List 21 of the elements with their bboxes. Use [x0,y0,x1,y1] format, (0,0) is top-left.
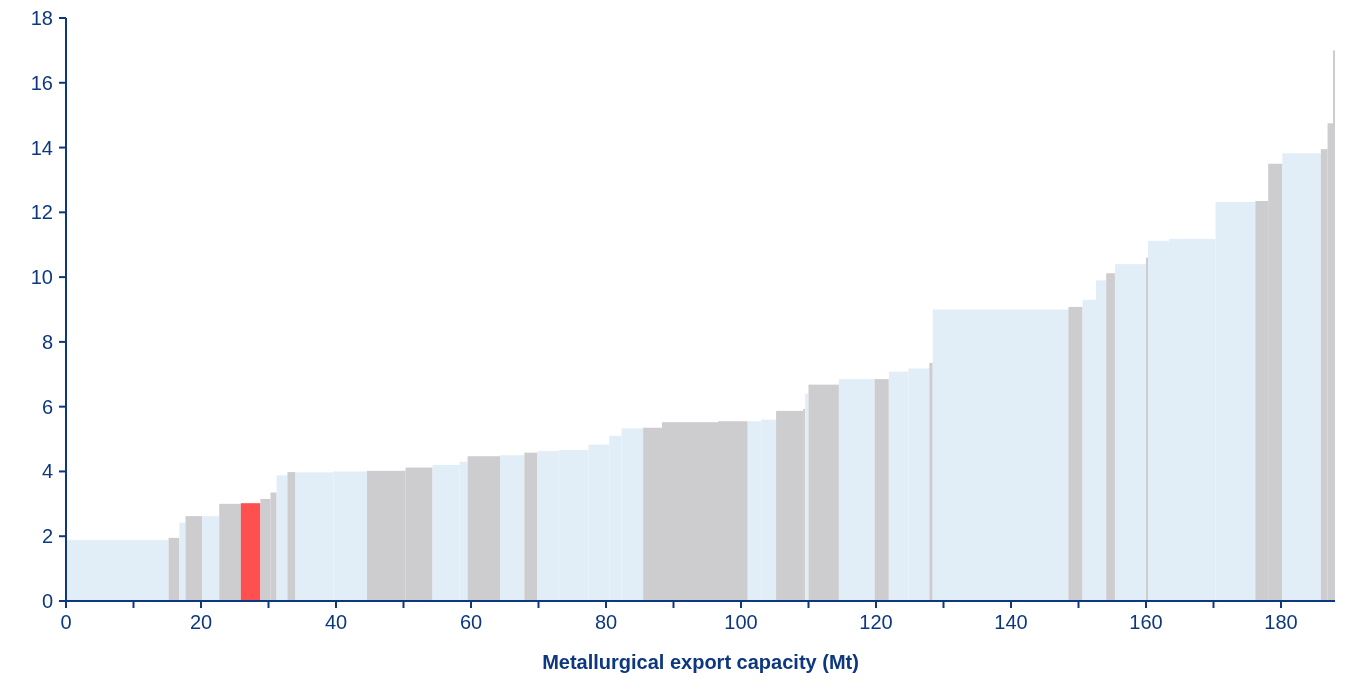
y-tick-label: 14 [30,136,53,159]
x-tick-label: 40 [324,611,348,633]
x-axis-title: Metallurgical export capacity (Mt) [542,651,859,673]
x-tick-label: 20 [189,611,213,633]
x-tick-label: 180 [1264,611,1298,633]
y-tick-label: 18 [30,7,53,29]
y-tick-label: 12 [30,201,53,224]
x-tick-label: 160 [1129,611,1163,633]
x-tick-label: 120 [859,611,893,633]
x-tick-label: 100 [724,611,758,633]
x-tick-label: 0 [60,611,72,633]
x-tick-label: 80 [594,611,618,633]
y-tick-label: 6 [41,395,53,418]
x-tick-label: 140 [994,611,1028,633]
y-tick-label: 4 [41,460,53,483]
y-tick-label: 16 [30,71,53,94]
x-tick-label: 60 [459,611,483,633]
y-tick-label: 8 [41,330,53,353]
y-tick-label: 2 [41,525,53,548]
y-tick-label: 10 [30,266,53,289]
y-tick-label: 0 [41,590,53,612]
